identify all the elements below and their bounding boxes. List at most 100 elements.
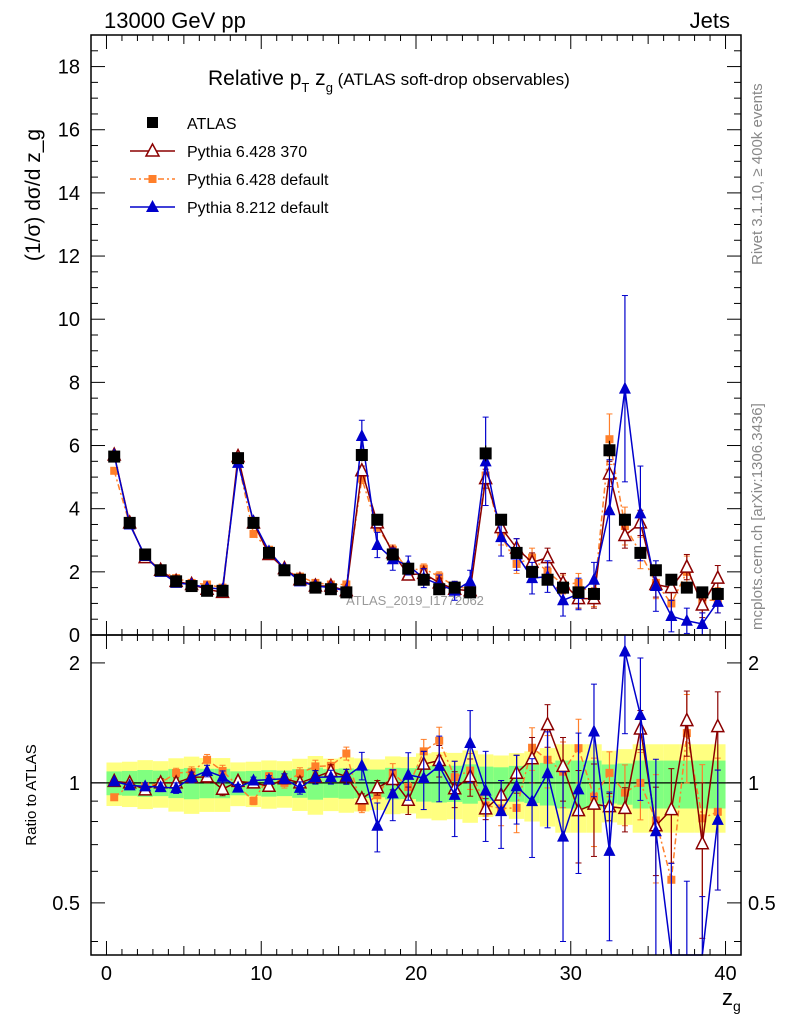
y-tick-label: 0: [69, 625, 80, 647]
data-point: [154, 564, 167, 577]
x-tick-label: 20: [405, 963, 427, 985]
title-main: Relative p: [208, 67, 301, 90]
data-point: [649, 579, 662, 592]
y-tick-label: 6: [69, 436, 80, 458]
ratio-point: [679, 711, 695, 727]
data-point: [464, 574, 477, 587]
ratio-point: [185, 770, 198, 783]
ratio-point: [695, 835, 710, 850]
ratio-axis-ticks: 0 10 20 30 40 0.5 0.5 1 1 2 2: [52, 635, 776, 985]
data-point: [386, 548, 399, 561]
data-point: [355, 429, 368, 442]
ratio-y-tick-label: 0.5: [52, 893, 80, 915]
ratio-point: [603, 843, 616, 856]
ratio-point: [309, 770, 322, 783]
ratio-point: [278, 771, 291, 784]
data-point: [340, 586, 353, 599]
main-data-marks: [107, 295, 725, 636]
y-tick-label: 16: [58, 120, 80, 142]
ratio-point: [324, 770, 337, 783]
data-point: [711, 594, 724, 607]
ratio-point: [370, 779, 385, 794]
ratio-point: [342, 749, 351, 758]
data-point: [433, 583, 446, 596]
ratio-point: [417, 771, 430, 784]
y-tick-label: 8: [69, 372, 80, 394]
ratio-point: [154, 780, 167, 793]
data-point: [587, 572, 600, 585]
ratio-point: [649, 824, 662, 837]
data-point: [201, 584, 214, 597]
y-tick-label: 18: [58, 57, 80, 79]
ratio-point: [526, 794, 539, 807]
series-line-1: [113, 454, 719, 607]
series-line-3: [113, 388, 719, 625]
data-point: [247, 516, 260, 529]
data-point: [495, 530, 508, 543]
x-tick-label: 30: [560, 963, 582, 985]
data-point: [603, 503, 616, 516]
data-point: [108, 450, 121, 463]
data-point: [324, 583, 337, 596]
data-point: [309, 581, 322, 594]
ratio-plot-frame: [90, 634, 742, 956]
data-point: [634, 546, 647, 559]
ratio-y-axis-label: Ratio to ATLAS: [23, 744, 40, 845]
ratio-point: [605, 768, 614, 777]
ratio-line-2: [113, 732, 719, 880]
ratio-point: [634, 707, 647, 720]
ratio-point: [572, 782, 585, 795]
ratio-point: [249, 796, 258, 805]
ratio-point: [402, 767, 415, 780]
ratio-point: [340, 769, 353, 782]
legend-marker-py8: [146, 200, 159, 212]
ratio-point: [293, 780, 306, 793]
ratio-point: [618, 644, 631, 657]
y-tick-label: 12: [58, 246, 80, 268]
legend-label-py6-default: Pythia 6.428 default: [187, 172, 329, 189]
ratio-y-tick-label: 1: [69, 773, 80, 795]
data-point: [696, 616, 709, 629]
data-point: [603, 444, 616, 457]
ratio-point: [295, 769, 304, 778]
y-tick-label: 14: [58, 183, 80, 205]
data-point: [572, 586, 585, 599]
main-plot: 0 2 4 6 8 10 12 14 16 18 ATLAS_2019_I1772062 Rela…: [58, 34, 742, 647]
category-label: Jets: [690, 8, 730, 33]
data-point: [293, 573, 306, 586]
legend-label-py8: Pythia 8.212 default: [187, 200, 329, 217]
data-point: [185, 580, 198, 593]
ratio-point: [711, 812, 724, 825]
data-point: [402, 562, 415, 575]
ratio-point: [448, 787, 461, 800]
ratio-point: [261, 777, 277, 793]
band-inner: [354, 768, 370, 799]
ratio-line-3: [114, 651, 719, 956]
data-point: [680, 613, 693, 626]
ratio-point: [479, 783, 492, 796]
data-point: [110, 466, 119, 475]
ratio-point: [203, 755, 212, 764]
ratio-point: [123, 778, 136, 791]
ratio-line-1: [114, 720, 719, 844]
ratio-data-marks: [107, 634, 725, 956]
data-point: [711, 587, 724, 600]
ratio-point: [108, 774, 121, 787]
data-point: [617, 526, 633, 542]
x-axis-label: zg: [722, 985, 741, 1014]
data-point: [123, 516, 136, 529]
ratio-point: [172, 769, 181, 778]
data-point: [557, 581, 570, 594]
x-tick-label: 40: [714, 963, 736, 985]
ratio-point: [495, 804, 508, 817]
ratio-point: [386, 786, 399, 799]
data-point: [649, 564, 662, 577]
ratio-uncertainty-band: [106, 744, 726, 833]
data-point: [510, 546, 523, 559]
x-tick-label: 0: [101, 963, 112, 985]
data-point: [541, 573, 554, 586]
legend-marker-atlas: [147, 117, 158, 128]
ratio-point: [232, 780, 245, 793]
data-point: [232, 452, 245, 465]
data-point: [216, 584, 229, 597]
